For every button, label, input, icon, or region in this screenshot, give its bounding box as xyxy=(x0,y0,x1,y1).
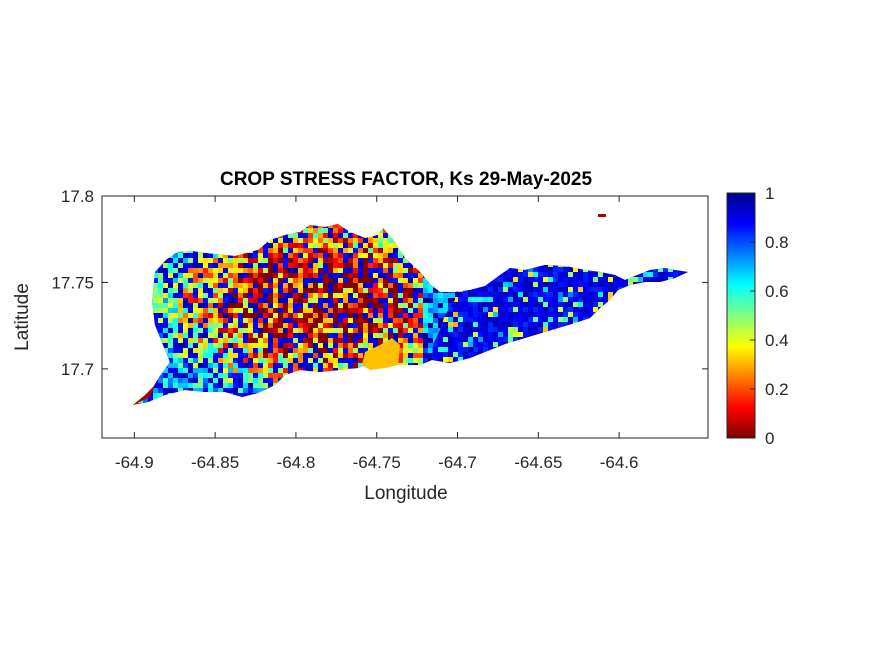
x-axis-label: Longitude xyxy=(364,483,447,504)
colorbar-gradient xyxy=(726,192,756,439)
ks-field-south-patch xyxy=(362,338,400,370)
ks-field-southwest-tail xyxy=(133,385,155,405)
x-axis: -64.9 -64.85 -64.8 -64.75 -64.7 -64.65 -64.6 xyxy=(115,196,639,472)
y-tick-label: 17.75 xyxy=(51,273,94,292)
colorbar-tick-label: 1 xyxy=(765,184,774,203)
colorbar-tick-label: 0 xyxy=(765,429,774,448)
map-title: CROP STRESS FACTOR, Ks 29-May-2025 xyxy=(220,169,592,190)
x-tick-label: -64.9 xyxy=(115,453,154,472)
colorbar: 0 0.2 0.4 0.6 0.8 1 xyxy=(726,184,789,448)
x-tick-label: -64.65 xyxy=(514,453,562,472)
y-tick-label: 17.8 xyxy=(61,187,94,206)
colorbar-tick-label: 0.8 xyxy=(765,233,789,252)
colorbar-tick-label: 0.4 xyxy=(765,331,789,350)
colorbar-ticks: 0 0.2 0.4 0.6 0.8 1 xyxy=(750,184,789,448)
y-tick-label: 17.7 xyxy=(61,360,94,379)
colorbar-tick-label: 0.2 xyxy=(765,380,789,399)
x-tick-label: -64.8 xyxy=(277,453,316,472)
y-axis: 17.7 17.75 17.8 xyxy=(51,187,708,379)
x-tick-label: -64.7 xyxy=(438,453,477,472)
x-tick-label: -64.85 xyxy=(191,453,239,472)
y-axis-label: Latitude xyxy=(12,283,33,351)
x-tick-label: -64.6 xyxy=(600,453,639,472)
colorbar-tick-label: 0.6 xyxy=(765,282,789,301)
x-tick-label: -64.75 xyxy=(353,453,401,472)
ks-field-islet xyxy=(598,214,606,217)
